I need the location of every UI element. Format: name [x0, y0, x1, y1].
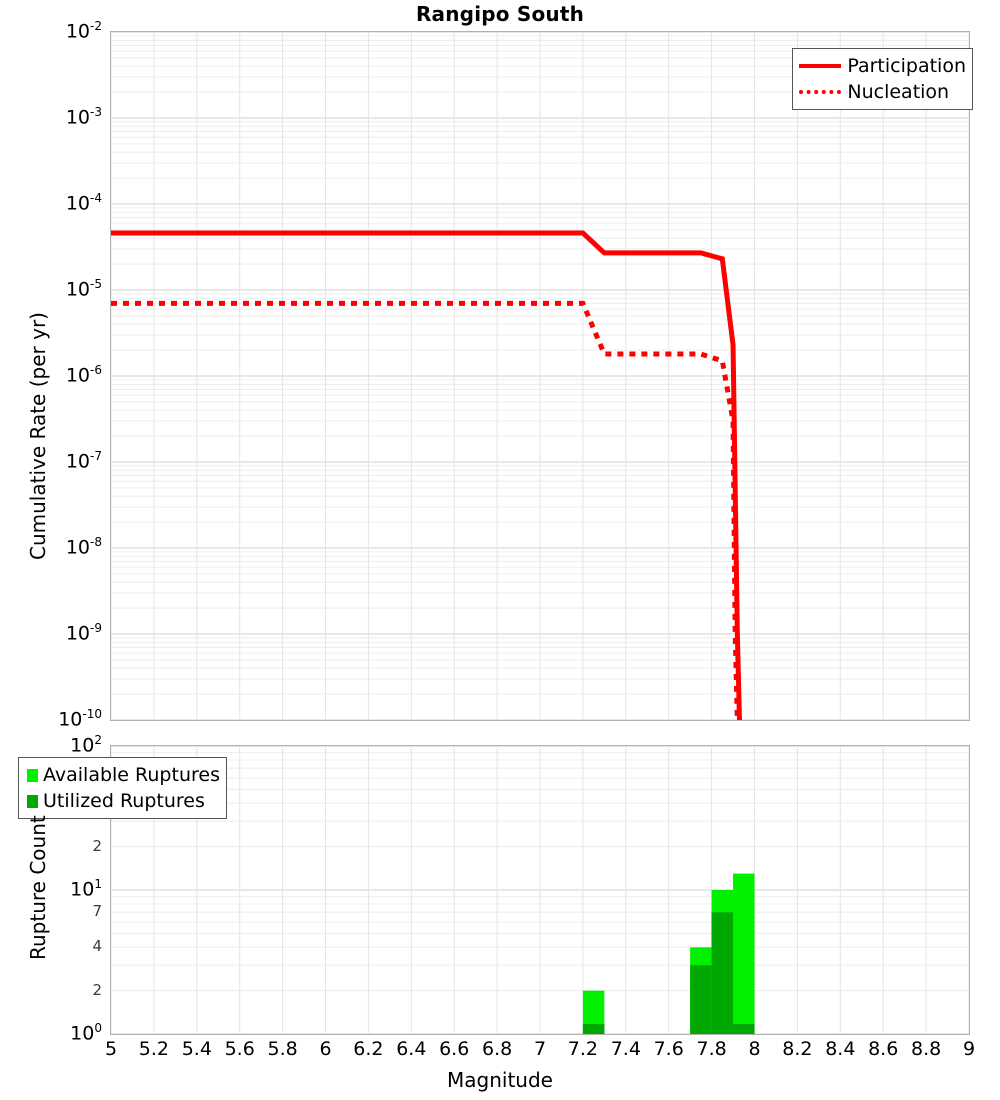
rupture-y-tick: 101 — [70, 877, 102, 901]
dotted-line-swatch-icon — [799, 90, 842, 94]
rupture-axis-label: Rupture Count — [26, 815, 50, 960]
magnitude-tick: 8.6 — [868, 1038, 899, 1060]
magnitude-tick: 6.4 — [396, 1038, 427, 1060]
magnitude-tick: 6.8 — [481, 1038, 513, 1060]
legend-item-available[interactable]: Available Ruptures — [25, 762, 220, 788]
magnitude-tick: 5.8 — [267, 1038, 298, 1060]
magnitude-tick: 8 — [748, 1038, 761, 1060]
rate-y-tick: 10-8 — [65, 535, 102, 559]
utilized-rupture-bar — [690, 965, 712, 1034]
rate-y-tick: 10-5 — [65, 277, 102, 301]
rupture-y-minor-tick: 4 — [92, 937, 102, 956]
rate-y-tick: 10-10 — [58, 707, 102, 731]
magnitude-tick: 5.6 — [224, 1038, 255, 1060]
rupture-count-panel — [110, 745, 970, 1035]
magnitude-tick: 9 — [962, 1038, 976, 1060]
legend-item-utilized[interactable]: Utilized Ruptures — [25, 788, 220, 814]
magnitude-tick: 8.2 — [782, 1038, 813, 1060]
rupture-y-minor-tick: 2 — [92, 980, 102, 999]
legend-label-utilized: Utilized Ruptures — [43, 790, 205, 812]
legend-label-nucleation: Nucleation — [847, 81, 950, 103]
rate-plot-svg — [111, 32, 969, 720]
rate-plot-area — [111, 32, 969, 720]
legend-label-available: Available Ruptures — [43, 764, 220, 786]
magnitude-tick: 6 — [319, 1038, 332, 1060]
rate-y-tick: 10-7 — [65, 449, 102, 473]
rupture-legend: Available Ruptures Utilized Ruptures — [18, 757, 227, 819]
nucleation-curve — [111, 300, 740, 720]
rupture-count-svg — [111, 746, 969, 1034]
rate-axis-label: Cumulative Rate (per yr) — [26, 312, 50, 560]
utilized-ruptures-bars — [582, 912, 755, 1034]
legend-label-participation: Participation — [847, 55, 966, 77]
rupture-y-tick: 102 — [70, 733, 102, 757]
rate-y-tick: 10-3 — [65, 105, 102, 129]
magnitude-tick: 5.2 — [138, 1038, 169, 1060]
figure-title: Rangipo South — [415, 2, 585, 26]
rate-y-tick: 10-9 — [65, 621, 102, 645]
rate-y-tick: 10-4 — [65, 191, 102, 215]
solid-line-swatch-icon — [799, 64, 842, 68]
magnitude-tick: 5.4 — [181, 1038, 212, 1060]
rupture-y-minor-tick: 7 — [92, 902, 102, 921]
rate-plot-panel — [110, 31, 970, 721]
legend-item-participation[interactable]: Participation — [799, 53, 966, 79]
rate-y-tick: 10-6 — [65, 363, 102, 387]
participation-curve — [111, 230, 742, 720]
available-rupture-bar — [733, 873, 755, 1034]
magnitude-tick: 7.8 — [696, 1038, 727, 1060]
rate-legend: Participation Nucleation — [792, 48, 973, 110]
magnitude-tick: 5 — [104, 1038, 118, 1060]
legend-item-nucleation[interactable]: Nucleation — [799, 79, 966, 105]
rupture-y-tick: 100 — [70, 1021, 102, 1045]
magnitude-axis-label: Magnitude — [447, 1068, 553, 1092]
rate-y-tick: 10-2 — [65, 19, 102, 43]
utilized-color-swatch-icon — [27, 794, 38, 808]
available-color-swatch-icon — [27, 768, 38, 782]
magnitude-tick: 8.8 — [910, 1038, 942, 1060]
magnitude-tick: 7.4 — [610, 1038, 641, 1060]
rupture-y-minor-tick: 2 — [92, 836, 102, 855]
magnitude-tick: 6.6 — [439, 1038, 470, 1060]
magnitude-tick: 8.4 — [825, 1038, 856, 1060]
magnitude-tick: 7.6 — [653, 1038, 684, 1060]
available-rupture-bar — [582, 990, 605, 1034]
utilized-rupture-bar — [733, 1024, 755, 1034]
utilized-rupture-bar — [711, 912, 734, 1034]
rupture-count-plot-area — [111, 746, 969, 1034]
magnitude-tick: 6.2 — [353, 1038, 384, 1060]
utilized-rupture-bar — [582, 1024, 605, 1034]
magnitude-tick: 7.2 — [567, 1038, 598, 1060]
magnitude-tick: 7 — [533, 1038, 547, 1060]
